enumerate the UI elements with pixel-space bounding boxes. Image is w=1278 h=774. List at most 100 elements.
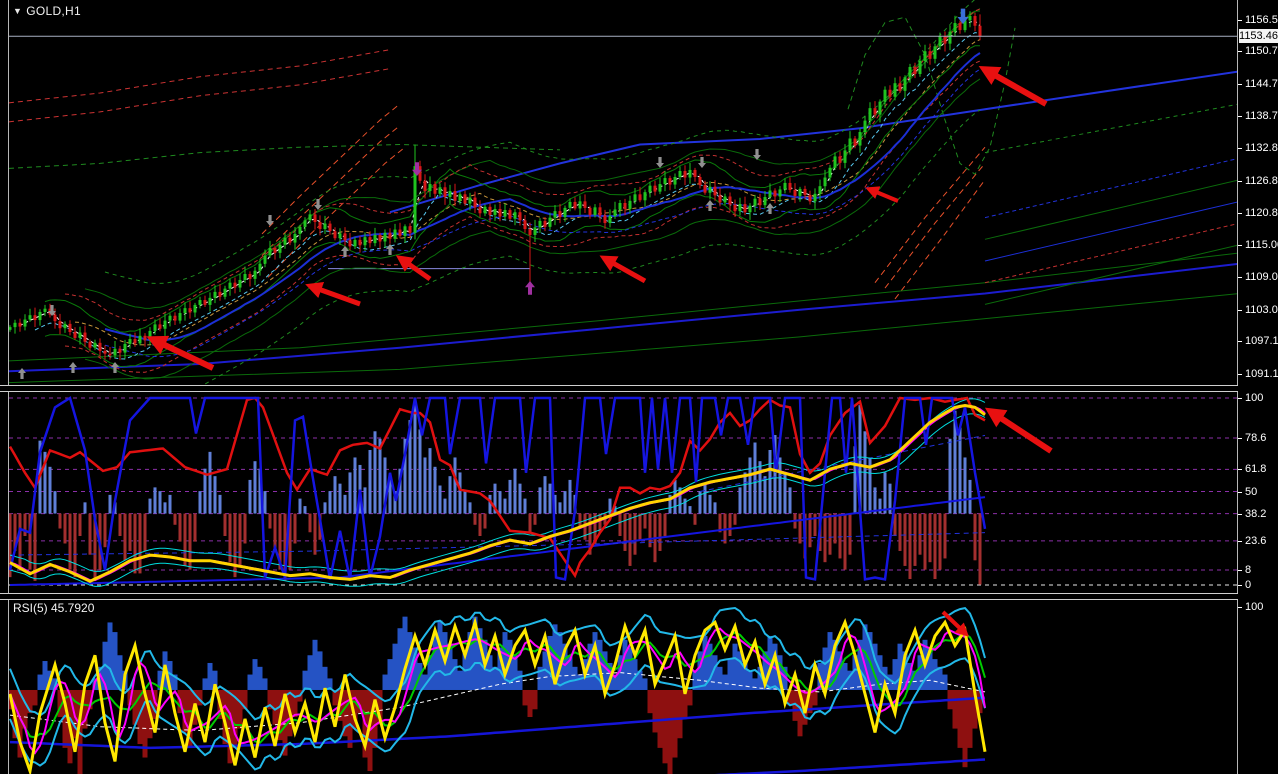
fan-left-3 bbox=[267, 146, 406, 278]
histogram-bar bbox=[58, 513, 62, 529]
histogram-bar bbox=[233, 513, 237, 578]
candle-body bbox=[158, 324, 162, 329]
candle-body bbox=[403, 226, 407, 237]
candle-body bbox=[128, 339, 132, 344]
histogram-bar bbox=[578, 513, 582, 529]
price-axis-label: 1144.70 bbox=[1245, 77, 1278, 90]
candle-body bbox=[373, 234, 377, 244]
histogram-bar bbox=[278, 513, 282, 570]
histogram-bar bbox=[667, 689, 673, 774]
histogram-bar bbox=[37, 674, 43, 690]
candle-body bbox=[98, 342, 102, 351]
histogram-bar bbox=[152, 689, 158, 719]
fan-right-2 bbox=[884, 163, 986, 289]
histogram-bar bbox=[398, 468, 402, 514]
candle-body bbox=[523, 220, 527, 230]
candle-body bbox=[603, 215, 607, 224]
histogram-bar bbox=[837, 651, 843, 690]
histogram-bar bbox=[567, 655, 573, 690]
candle-body bbox=[888, 89, 892, 97]
histogram-bar bbox=[937, 666, 943, 690]
histogram-bar bbox=[412, 647, 418, 690]
candle-body bbox=[148, 330, 152, 341]
candle-body bbox=[143, 335, 147, 341]
candle-body bbox=[628, 200, 632, 209]
candle-body bbox=[253, 270, 257, 279]
candle-body bbox=[803, 188, 807, 195]
buy-signal-arrow-icon bbox=[386, 244, 394, 255]
histogram-bar bbox=[957, 689, 963, 748]
rsi-indicator-label: RSI(5) 45.7920 bbox=[13, 601, 95, 615]
histogram-bar bbox=[892, 659, 898, 690]
histogram-bar bbox=[167, 661, 173, 690]
candle-body bbox=[318, 221, 322, 230]
chevron-down-icon[interactable]: ▼ bbox=[13, 6, 23, 16]
band-line bbox=[104, 68, 981, 358]
histogram-bar bbox=[288, 513, 292, 570]
candle-body bbox=[723, 196, 727, 203]
candle-body bbox=[778, 189, 782, 197]
histogram-bar bbox=[878, 498, 882, 514]
histogram-bar bbox=[553, 494, 557, 514]
candle-body bbox=[343, 233, 347, 241]
histogram-bar bbox=[97, 666, 103, 690]
histogram-bar bbox=[972, 689, 978, 729]
slow-blue-lower bbox=[713, 758, 986, 774]
histogram-bar bbox=[237, 689, 243, 729]
histogram-bar bbox=[213, 476, 217, 514]
annotation-arrow bbox=[978, 65, 1048, 107]
candle-body bbox=[908, 66, 912, 78]
histogram-bar bbox=[212, 670, 218, 690]
chart-canvas[interactable] bbox=[0, 0, 1240, 774]
candle-body bbox=[63, 323, 67, 329]
histogram-bar bbox=[938, 513, 942, 570]
candle-body bbox=[73, 331, 77, 338]
candle-body bbox=[498, 208, 502, 217]
histogram-bar bbox=[438, 485, 442, 514]
price-axis[interactable]: 1156.55 1150.70 1144.70 1138.70 1132.85 1126.… bbox=[1238, 0, 1278, 774]
axis-tick bbox=[1238, 341, 1242, 343]
axis-tick bbox=[1238, 607, 1242, 608]
histogram-bar bbox=[487, 655, 493, 690]
histogram-bar bbox=[83, 502, 87, 514]
candle-body bbox=[703, 185, 707, 193]
candle-body bbox=[438, 187, 442, 194]
histogram-bar bbox=[558, 502, 562, 514]
fan-right-3 bbox=[894, 179, 986, 300]
histogram-bar bbox=[283, 513, 287, 581]
histogram-bar bbox=[647, 689, 653, 714]
panel-splitter-middle-bottom[interactable] bbox=[0, 593, 1278, 600]
histogram-bar bbox=[68, 513, 72, 570]
candle-body bbox=[668, 178, 672, 185]
histogram-bar bbox=[352, 689, 358, 729]
histogram-bar bbox=[403, 438, 407, 514]
panel-splitter-main-middle[interactable] bbox=[0, 385, 1278, 392]
histogram-bar bbox=[123, 513, 127, 561]
histogram-bar bbox=[463, 491, 467, 514]
candle-body bbox=[368, 237, 372, 244]
histogram-bar bbox=[9, 513, 12, 578]
candle-body bbox=[503, 210, 507, 217]
histogram-bar bbox=[687, 689, 693, 706]
candle-body bbox=[568, 201, 572, 208]
candle-body bbox=[433, 184, 437, 194]
sell-signal-arrow-icon bbox=[698, 157, 706, 168]
band-line bbox=[34, 32, 981, 360]
histogram-bar bbox=[643, 513, 647, 529]
candle-body bbox=[623, 202, 627, 209]
histogram-bar bbox=[543, 476, 547, 514]
candle-body bbox=[858, 131, 862, 146]
ext-green-2 bbox=[984, 244, 1237, 305]
histogram-bar bbox=[548, 483, 552, 514]
upper-green-dash-left bbox=[9, 143, 561, 169]
histogram-bar bbox=[178, 513, 182, 542]
histogram-bar bbox=[327, 678, 333, 690]
histogram-bar bbox=[223, 513, 227, 537]
histogram-bar bbox=[103, 513, 107, 548]
mid-blue-upper bbox=[389, 70, 1237, 214]
histogram-bar bbox=[662, 689, 668, 764]
histogram-bar bbox=[628, 513, 632, 566]
candle-body bbox=[693, 169, 697, 177]
histogram-bar bbox=[688, 506, 692, 514]
histogram-bar bbox=[202, 678, 208, 690]
